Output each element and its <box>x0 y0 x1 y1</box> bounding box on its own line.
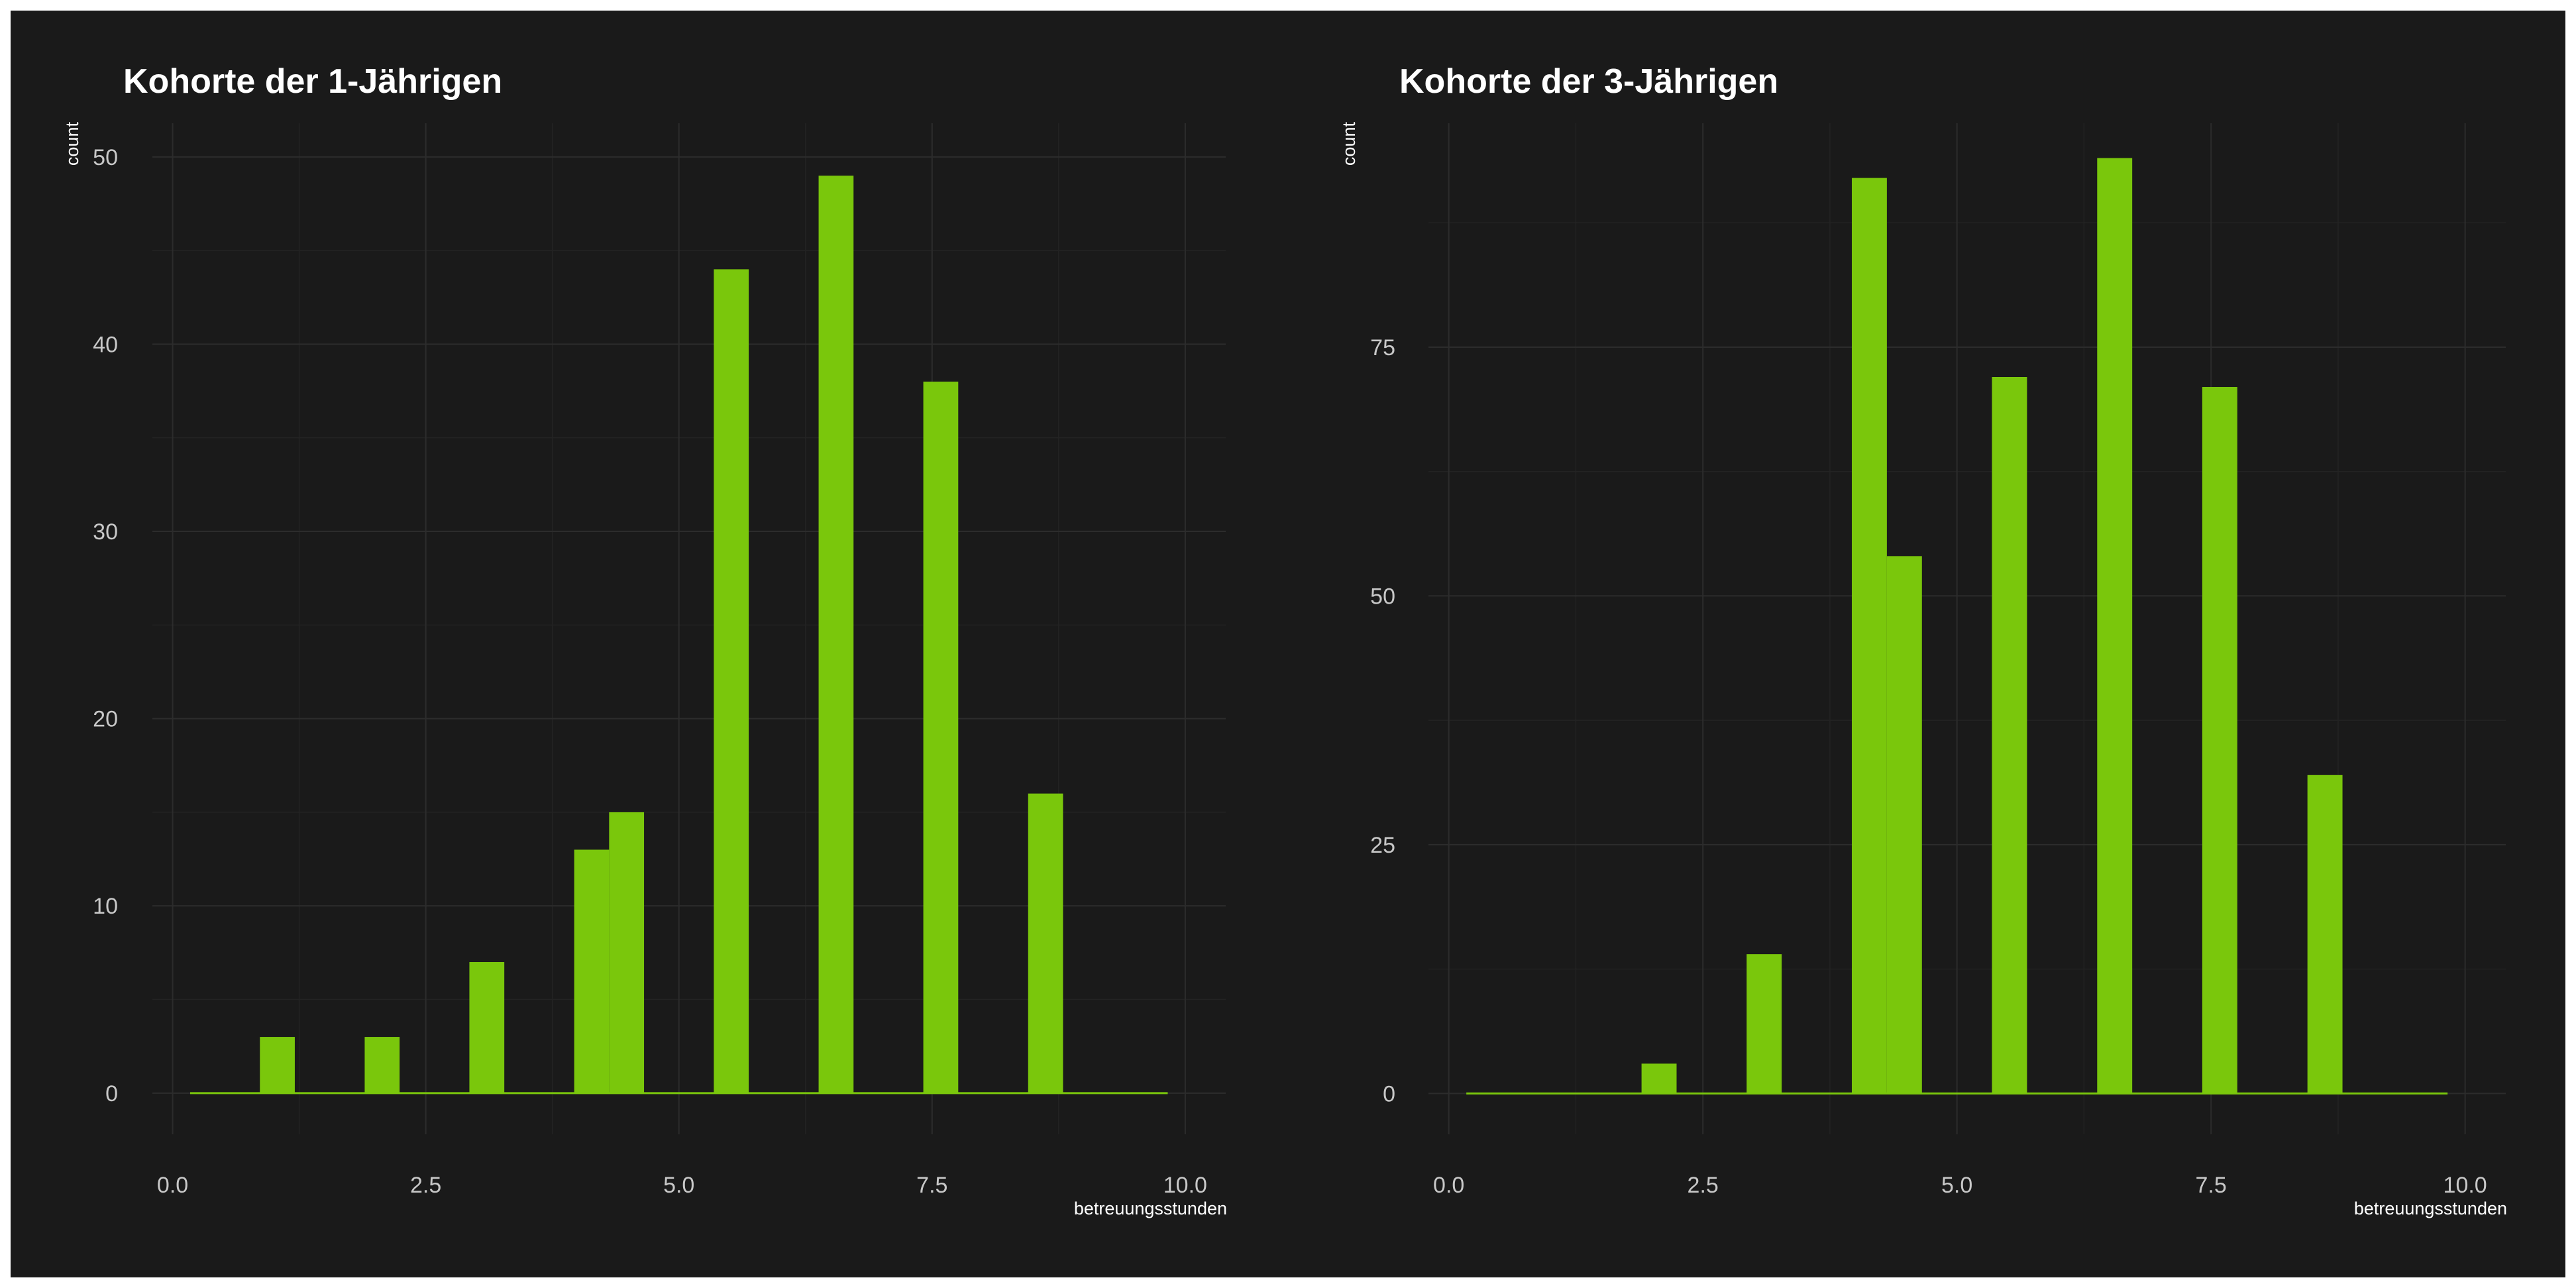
histogram-bar <box>2202 387 2237 1094</box>
chart-title: Kohorte der 3-Jährigen <box>1399 62 1778 101</box>
histogram-bar <box>2307 775 2343 1094</box>
histogram-bar <box>469 962 505 1093</box>
x-tick-label: 10.0 <box>1163 1173 1207 1198</box>
y-tick-label: 0 <box>105 1081 118 1106</box>
chart-svg: 0 10 20 30 40 50 0.0 2.5 5.0 7.5 10.0 Kohorte der 1… <box>62 62 2507 1218</box>
x-tick-label: 5.0 <box>663 1173 694 1198</box>
histogram-bar <box>609 812 645 1093</box>
histogram-bar <box>1028 793 1063 1093</box>
histogram-bar <box>1641 1063 1677 1094</box>
histogram-bar <box>2097 158 2133 1094</box>
x-tick-label: 2.5 <box>410 1173 441 1198</box>
y-tick-label: 25 <box>1370 833 1395 858</box>
histogram-bar <box>818 176 854 1093</box>
x-tick-label: 5.0 <box>1941 1173 1972 1198</box>
histogram-bar <box>364 1037 400 1093</box>
y-axis-label: count <box>62 122 82 166</box>
y-tick-label: 20 <box>93 707 118 732</box>
y-tick-label: 40 <box>93 332 118 357</box>
x-tick-label: 10.0 <box>2443 1173 2487 1198</box>
y-tick-label: 30 <box>93 519 118 545</box>
histogram-bar <box>1851 178 1887 1094</box>
chart-canvas: 0 10 20 30 40 50 0.0 2.5 5.0 7.5 10.0 Kohorte der 1… <box>11 11 2565 1277</box>
x-axis-label: betreuungsstunden <box>2354 1199 2507 1218</box>
histogram-bar <box>1886 556 1922 1094</box>
chart-title: Kohorte der 1-Jährigen <box>123 62 502 101</box>
x-tick-label: 7.5 <box>916 1173 947 1198</box>
y-tick-label: 50 <box>1370 584 1395 609</box>
y-tick-label: 50 <box>93 145 118 170</box>
histogram-bar <box>574 849 610 1093</box>
x-axis-label: betreuungsstunden <box>1074 1199 1227 1218</box>
y-tick-label: 0 <box>1383 1081 1395 1106</box>
y-tick-label: 10 <box>93 894 118 919</box>
histogram-bar <box>923 381 959 1093</box>
histogram-bar <box>1746 954 1782 1094</box>
histogram-bar <box>714 269 749 1093</box>
y-axis-label: count <box>1339 122 1359 166</box>
histogram-bar <box>260 1037 295 1093</box>
x-tick-label: 0.0 <box>1433 1173 1464 1198</box>
histogram-bar <box>1992 377 2027 1094</box>
x-tick-label: 2.5 <box>1688 1173 1719 1198</box>
chart-panel-1: 0 10 20 30 40 50 0.0 2.5 5.0 7.5 10.0 Kohorte der 1… <box>62 62 1227 1218</box>
y-tick-label: 75 <box>1370 335 1395 360</box>
x-tick-label: 0.0 <box>157 1173 188 1198</box>
chart-panel-2: 0 25 50 75 0.0 2.5 5.0 7.5 10.0 Kohorte der 3-Jäh… <box>1339 62 2507 1218</box>
x-tick-label: 7.5 <box>2196 1173 2227 1198</box>
